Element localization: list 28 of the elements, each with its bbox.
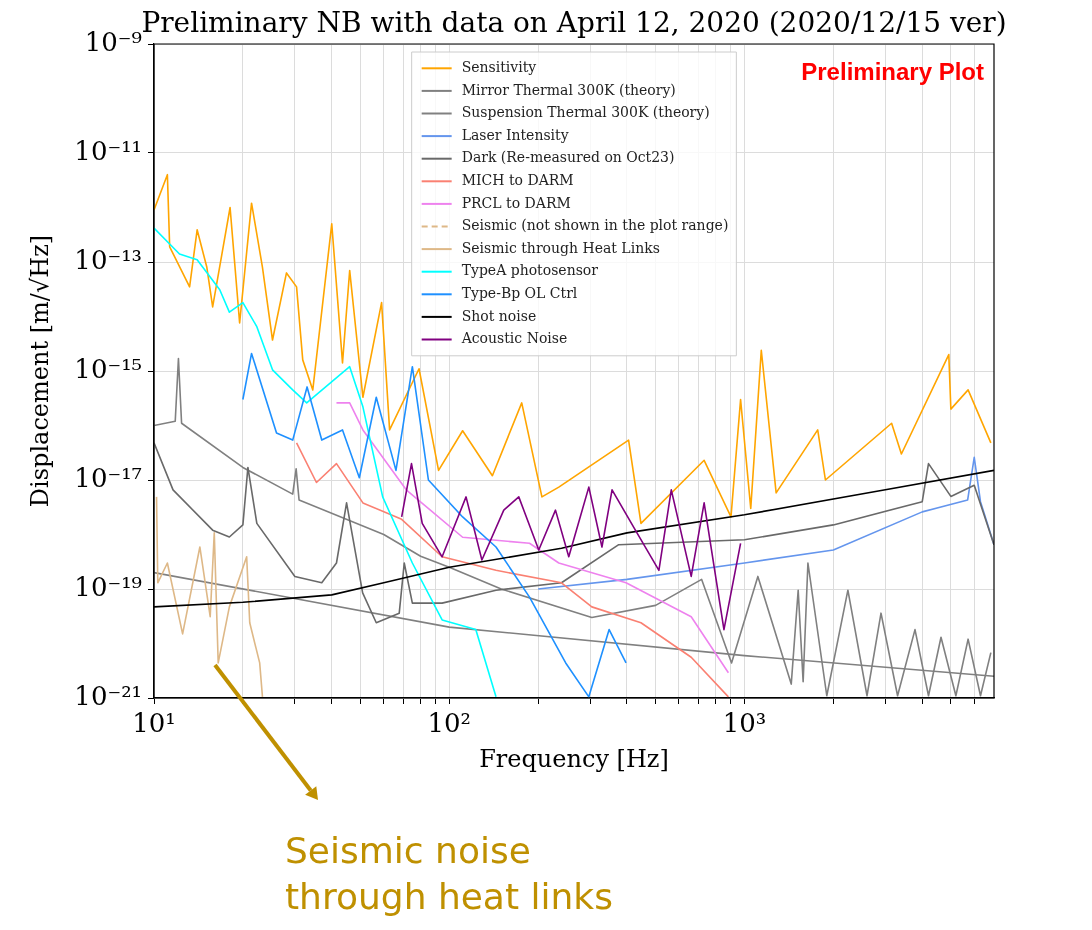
y-tick-label: 10⁻⁹ bbox=[84, 26, 142, 57]
x-tick-label: 10² bbox=[427, 708, 471, 739]
legend-label: Sensitivity bbox=[461, 58, 537, 75]
y-tick-label: 10⁻¹¹ bbox=[74, 135, 142, 166]
legend-label: Shot noise bbox=[461, 307, 537, 324]
x-tick-label: 10¹ bbox=[132, 708, 176, 739]
legend-label: Suspension Thermal 300K (theory) bbox=[461, 104, 710, 121]
chart-title: Preliminary NB with data on April 12, 2020 (2020/12/15 ver) bbox=[141, 6, 1007, 39]
annotation: Preliminary Plot bbox=[801, 58, 984, 86]
legend-label: Mirror Thermal 300K (theory) bbox=[461, 81, 676, 98]
legend-label: Seismic through Heat Links bbox=[461, 239, 660, 256]
x-axis-title: Frequency [Hz] bbox=[479, 745, 669, 773]
legend-label: Seismic (not shown in the plot range) bbox=[461, 217, 729, 234]
legend-label: Laser Intensity bbox=[461, 126, 569, 143]
legend-label: MICH to DARM bbox=[461, 171, 574, 188]
legend-label: Acoustic Noise bbox=[460, 330, 568, 347]
legend-label: PRCL to DARM bbox=[461, 194, 571, 211]
legend-label: Dark (Re-measured on Oct23) bbox=[461, 149, 675, 166]
y-tick-label: 10⁻¹⁷ bbox=[74, 462, 142, 493]
y-tick-label: 10⁻¹⁵ bbox=[74, 353, 142, 384]
text: Seismic noise through heat links bbox=[285, 829, 613, 919]
legend-label: TypeA photosensor bbox=[461, 262, 599, 279]
y-tick-label: 10⁻¹⁹ bbox=[74, 571, 142, 602]
y-tick-label: 10⁻²¹ bbox=[74, 680, 142, 711]
y-axis-title: Displacement [m/√Hz] bbox=[26, 234, 54, 508]
legend-label: Type-Bp OL Ctrl bbox=[461, 284, 578, 301]
x-tick-label: 10³ bbox=[722, 708, 767, 739]
y-tick-label: 10⁻¹³ bbox=[74, 244, 142, 275]
